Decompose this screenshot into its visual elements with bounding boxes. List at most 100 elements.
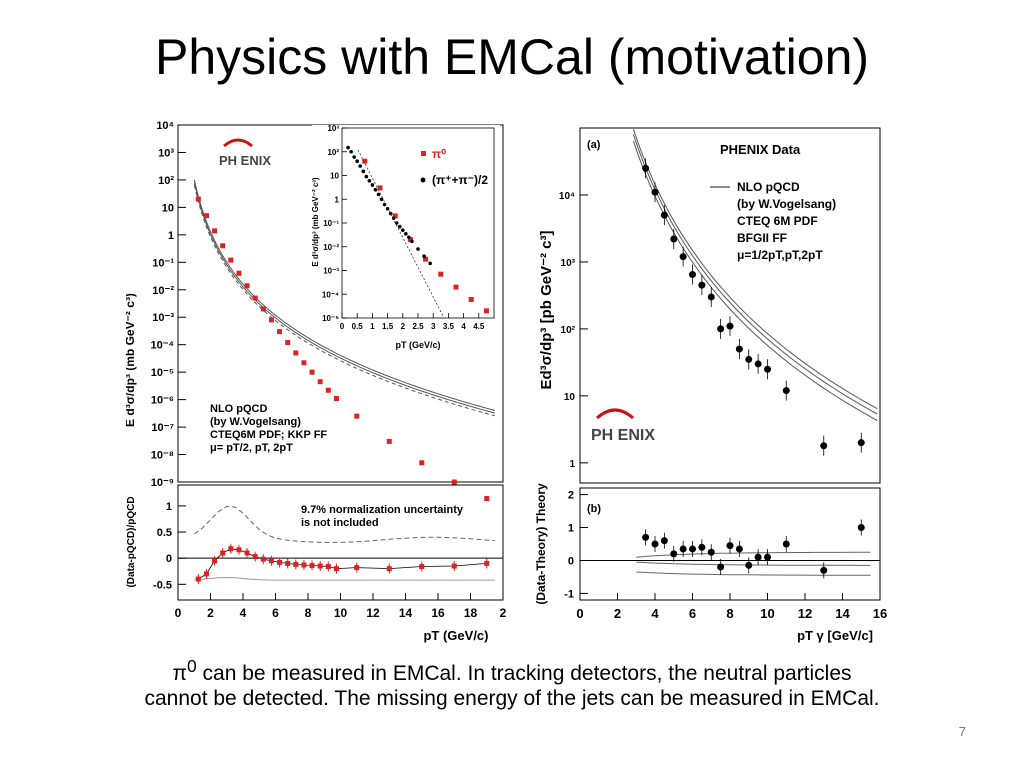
ratio-point: [203, 571, 209, 577]
right-point: [679, 253, 687, 261]
ytick-label: 10⁻¹: [152, 257, 174, 269]
left-main-yticks: 10⁴ 10³ 10² 10 1 10⁻¹ 10⁻² 10⁻³ 10⁻⁴ 10⁻⁵ 10⁻⁶ 10⁻⁷…: [151, 120, 186, 489]
caption-line-2: cannot be detected. The missing energy o…: [144, 687, 880, 710]
left-main-points: [195, 196, 490, 502]
ratio-xtick-label: 8: [305, 606, 312, 620]
right-ytick-label: 10³: [561, 258, 576, 269]
ytick-label: 1: [168, 230, 174, 242]
inset-pipm-point: [391, 216, 396, 220]
inset-pipm-point: [346, 145, 350, 150]
inset-pipm-point: [376, 192, 381, 197]
data-point: [325, 387, 331, 393]
data-point: [293, 350, 299, 356]
right-ratio-point: [726, 542, 734, 550]
left-ratio-points: [195, 543, 490, 585]
ratio-point: [212, 558, 218, 564]
inset-pipm-point: [367, 178, 372, 183]
nlo-curve: [193, 182, 496, 414]
ratio-point: [220, 550, 226, 556]
right-ratio-point: [670, 550, 678, 558]
ratio-point: [236, 547, 242, 553]
inset-ytick-label: 10: [330, 172, 339, 181]
annotation-line: (by W.Vogelsang): [210, 416, 301, 428]
inset-pi0-point: [468, 297, 474, 303]
right-point: [651, 188, 659, 196]
ratio-point: [285, 560, 291, 566]
right-point: [670, 235, 678, 243]
ratio-point: [484, 560, 490, 566]
ratio-point: [386, 566, 392, 572]
ratio-ytick-label: 0.5: [157, 527, 172, 539]
caption-sup: 0: [186, 656, 197, 676]
right-point: [857, 439, 865, 447]
inset-xtick-label: 4.5: [473, 322, 485, 331]
right-ratio-point: [735, 545, 743, 553]
inset-pipm-point: [416, 247, 420, 251]
right-ratio-point: [679, 545, 687, 553]
inset-legend-pipm: (π⁺+π⁻)/2: [432, 173, 488, 187]
right-ratio-xtick-label: 16: [873, 606, 887, 621]
inset-ytick-label: 10⁻¹: [323, 219, 339, 228]
inset-ytick-label: 10⁻³: [323, 267, 339, 276]
inset-bg: [312, 125, 500, 320]
right-ratio-point: [642, 533, 650, 541]
annotation-line: μ= pT/2, pT, 2pT: [210, 442, 293, 454]
ratio-lower-curve: [194, 576, 495, 581]
ratio-point: [244, 550, 250, 556]
inset-xtick-label: 0: [340, 322, 345, 331]
ytick-label: 10⁻⁴: [151, 340, 174, 352]
inset-legend-marker-pi0: [421, 151, 426, 156]
ratio-xtick-label: 16: [431, 606, 445, 620]
ratio-xtick-label: 18: [464, 606, 478, 620]
annotation-line: NLO pQCD: [210, 403, 267, 415]
left-ratio-ylabel: (Data-pQCD)/pQCD: [126, 496, 137, 587]
ratio-point: [451, 563, 457, 569]
data-point: [451, 479, 457, 485]
right-nlo-curve: [632, 129, 878, 410]
inset-ytick-label: 1: [335, 195, 340, 204]
legend-line: CTEQ 6M PDF: [737, 214, 818, 228]
legend-line: μ=1/2pT,pT,2pT: [737, 248, 823, 262]
data-point: [220, 243, 226, 249]
inset-xtick-label: 3: [431, 322, 436, 331]
inset-pi0-point: [423, 256, 429, 262]
inset-ytick-label: 10³: [327, 124, 339, 133]
inset-dotted-fit: [357, 149, 445, 319]
ratio-point: [354, 565, 360, 571]
data-point: [252, 295, 258, 301]
right-ratio-point: [857, 524, 865, 532]
ytick-label: 10: [162, 202, 174, 214]
page-number: 7: [958, 724, 966, 739]
right-legend: NLO pQCD (by W.Vogelsang) CTEQ 6M PDF BF…: [710, 180, 836, 262]
data-point: [277, 329, 283, 335]
data-point: [212, 228, 218, 234]
inset-ylabel: E d³σ/dp³ (mb GeV⁻² c³): [311, 177, 320, 267]
inset-pipm-point: [379, 197, 384, 202]
ratio-point: [333, 566, 339, 572]
right-point: [754, 360, 762, 368]
inset-pipm-point: [407, 235, 411, 240]
right-xlabel: pT γ [GeV/c]: [797, 628, 873, 643]
inset-xtick-label: 4: [461, 322, 466, 331]
ratio-annotation-line: 9.7% normalization uncertainty: [301, 504, 464, 516]
phenix-logo-left: PH ENIX: [219, 138, 271, 168]
right-nlo-curve: [632, 134, 878, 415]
data-point: [484, 496, 490, 502]
ratio-ytick-label: -0.5: [153, 579, 172, 591]
data-point: [386, 438, 392, 444]
right-ytick-label: 10⁴: [559, 191, 575, 202]
inset-pipm-point: [370, 183, 375, 187]
right-ratio-ytick-label: -1: [564, 588, 574, 600]
inset-ytick-label: 10⁻⁴: [322, 290, 339, 299]
ratio-point: [293, 561, 299, 567]
left-main-annotation: NLO pQCD (by W.Vogelsang) CTEQ6M PDF; KK…: [210, 403, 327, 454]
nlo-curve: [193, 179, 496, 411]
data-point: [419, 460, 425, 466]
right-main-ylabel: Ed³σ/dp³ [pb GeV⁻² c³]: [538, 231, 555, 390]
right-main-header: PHENIX Data: [720, 142, 801, 157]
ratio-point: [309, 563, 315, 568]
caption-pi-symbol: π: [172, 662, 187, 685]
data-point: [203, 213, 209, 219]
right-ratio-ylabel: (Data-Theory) Theory: [534, 483, 548, 605]
